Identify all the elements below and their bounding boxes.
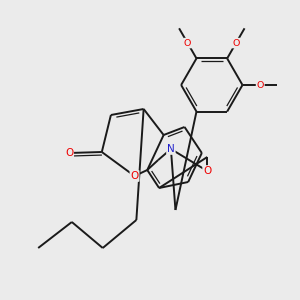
Text: O: O	[65, 148, 73, 158]
Text: O: O	[130, 171, 139, 181]
Text: O: O	[184, 39, 191, 48]
Text: O: O	[203, 166, 212, 176]
Text: O: O	[256, 80, 264, 89]
Text: N: N	[167, 144, 175, 154]
Text: O: O	[232, 39, 240, 48]
